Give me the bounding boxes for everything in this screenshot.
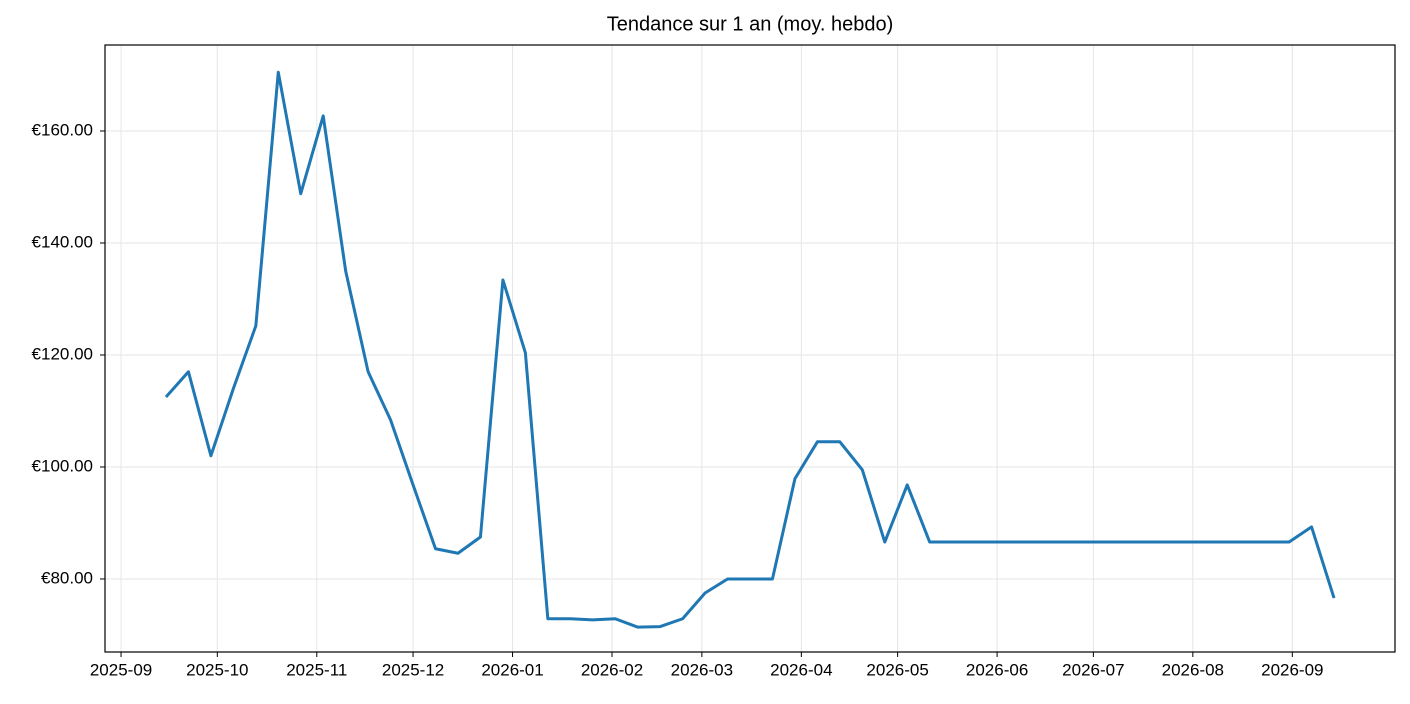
plot-frame — [104, 44, 1396, 653]
x-tick-label: 2026-03 — [671, 660, 733, 679]
line — [164, 70, 1336, 629]
x-tick-label: 2026-07 — [1062, 660, 1124, 679]
x-tick-label: 2026-06 — [966, 660, 1028, 679]
x-tick-label: 2026-02 — [581, 660, 643, 679]
x-tick-label: 2025-12 — [382, 660, 444, 679]
x-tick-label: 2026-01 — [481, 660, 543, 679]
y-tick-label: €80.00 — [41, 568, 93, 587]
y-tick-label: €140.00 — [32, 232, 93, 251]
y-tick-label: €120.00 — [32, 344, 93, 363]
x-tick-label: 2026-05 — [866, 660, 928, 679]
y-tick-label: €160.00 — [32, 120, 93, 139]
x-tick-label: 2026-04 — [770, 660, 832, 679]
chart-title: Tendance sur 1 an (moy. hebdo) — [607, 13, 893, 35]
x-tick-label: 2025-10 — [186, 660, 248, 679]
x-tick-label: 2025-09 — [90, 660, 152, 679]
x-tick-label: 2025-11 — [286, 660, 347, 679]
x-tick-label: 2026-08 — [1162, 660, 1224, 679]
x-tick-label: 2026-09 — [1261, 660, 1323, 679]
y-tick-label: €100.00 — [32, 456, 93, 475]
